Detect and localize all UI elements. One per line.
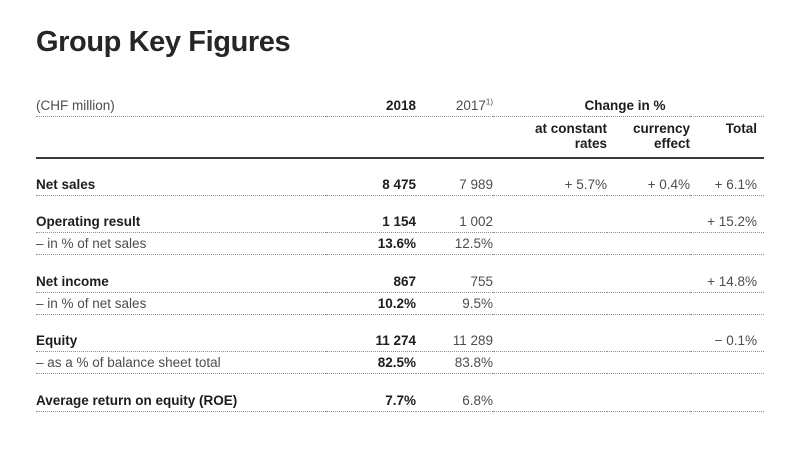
table-row-net-income-margin: – in % of net sales 10.2% 9.5% (36, 292, 765, 315)
value-2018: 1 154 (326, 211, 416, 233)
row-label: – as a % of balance sheet total (36, 351, 326, 374)
row-label: Operating result (36, 211, 326, 233)
value-2017: 7 989 (416, 173, 493, 196)
value-total-change: + 14.8% (690, 270, 765, 293)
value-constant-rates (493, 389, 607, 412)
column-header-2017: 20171) (416, 92, 493, 117)
value-2018: 7.7% (326, 389, 416, 412)
value-constant-rates (493, 211, 607, 233)
value-constant-rates (493, 292, 607, 315)
table-header-row-subcolumns: at constant rates currency effect Total (36, 116, 765, 159)
table-row-net-income: Net income 867 755 + 14.8% (36, 270, 765, 293)
value-2017: 11 289 (416, 330, 493, 352)
table-row-operating-margin: – in % of net sales 13.6% 12.5% (36, 232, 765, 255)
column-header-constant-rates: at constant rates (493, 116, 607, 159)
value-currency-effect (607, 270, 690, 293)
group-spacer (36, 195, 764, 211)
column-header-total: Total (690, 116, 765, 159)
empty-cell (36, 116, 326, 159)
report-page: Group Key Figures (CHF million) 2018 201… (0, 26, 800, 457)
value-constant-rates (493, 232, 607, 255)
column-header-currency-effect: currency effect (607, 116, 690, 159)
table-row-equity-ratio: – as a % of balance sheet total 82.5% 83… (36, 351, 765, 374)
value-currency-effect (607, 330, 690, 352)
row-label: – in % of net sales (36, 292, 326, 315)
row-label: Net sales (36, 173, 326, 196)
column-header-2017-text: 2017 (455, 97, 486, 113)
value-2018: 8 475 (326, 173, 416, 196)
value-2017: 1 002 (416, 211, 493, 233)
value-currency-effect (607, 211, 690, 233)
value-total-change: + 6.1% (690, 173, 765, 196)
row-label: Average return on equity (ROE) (36, 389, 326, 412)
value-2017: 83.8% (416, 351, 493, 374)
value-2017: 6.8% (416, 389, 493, 412)
value-constant-rates (493, 270, 607, 293)
value-2018: 13.6% (326, 232, 416, 255)
value-total-change (690, 292, 765, 315)
currency-effect-line1: currency (632, 120, 690, 136)
table-header-row-years: (CHF million) 2018 20171) Change in % (36, 92, 765, 117)
group-spacer (36, 158, 764, 174)
constant-rates-line1: at constant (534, 120, 607, 136)
value-currency-effect (607, 389, 690, 412)
row-label: Equity (36, 330, 326, 352)
value-2018: 867 (326, 270, 416, 293)
table-row-average-roe: Average return on equity (ROE) 7.7% 6.8% (36, 389, 765, 412)
value-2017: 9.5% (416, 292, 493, 315)
table-row-equity: Equity 11 274 11 289 − 0.1% (36, 330, 765, 352)
value-currency-effect (607, 232, 690, 255)
constant-rates-line2: rates (574, 136, 607, 151)
key-figures-table: (CHF million) 2018 20171) Change in % at… (36, 92, 765, 412)
value-total-change (690, 389, 765, 412)
value-2017: 755 (416, 270, 493, 293)
value-2018: 82.5% (326, 351, 416, 374)
value-total-change (690, 351, 765, 374)
value-constant-rates (493, 330, 607, 352)
value-constant-rates (493, 351, 607, 374)
value-2018: 10.2% (326, 292, 416, 315)
group-spacer (36, 255, 764, 271)
value-total-change: − 0.1% (690, 330, 765, 352)
value-total-change: + 15.2% (690, 211, 765, 233)
value-2018: 11 274 (326, 330, 416, 352)
column-header-change-group: Change in % (493, 92, 765, 117)
group-spacer (36, 374, 764, 390)
value-total-change (690, 232, 765, 255)
value-currency-effect (607, 292, 690, 315)
empty-cell (326, 116, 416, 159)
value-2017: 12.5% (416, 232, 493, 255)
currency-effect-line2: effect (653, 136, 690, 151)
row-label: Net income (36, 270, 326, 293)
group-spacer (36, 314, 764, 330)
value-currency-effect: + 0.4% (607, 173, 690, 196)
footnote-marker: 1) (485, 97, 493, 106)
row-label: – in % of net sales (36, 232, 326, 255)
table-row-operating-result: Operating result 1 154 1 002 + 15.2% (36, 211, 765, 233)
page-title: Group Key Figures (36, 26, 291, 58)
value-constant-rates: + 5.7% (493, 173, 607, 196)
unit-label: (CHF million) (36, 92, 326, 117)
table-row-net-sales: Net sales 8 475 7 989 + 5.7% + 0.4% + 6.… (36, 173, 765, 196)
column-header-2018: 2018 (326, 92, 416, 117)
empty-cell (416, 116, 493, 159)
value-currency-effect (607, 351, 690, 374)
